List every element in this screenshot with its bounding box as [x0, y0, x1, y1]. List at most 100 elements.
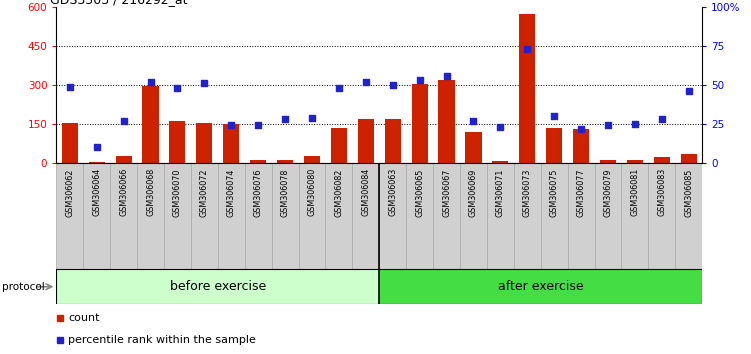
Bar	[116, 156, 131, 163]
Point	[252, 122, 264, 128]
Point	[441, 73, 453, 79]
Text: GSM306081: GSM306081	[630, 168, 639, 216]
Text: GSM306062: GSM306062	[65, 168, 74, 217]
Point	[683, 88, 695, 94]
Point	[602, 122, 614, 128]
Bar	[223, 124, 240, 163]
Bar	[62, 122, 78, 163]
Bar	[89, 161, 105, 163]
Text: GSM306074: GSM306074	[227, 168, 236, 217]
Bar	[277, 160, 293, 163]
Bar	[519, 13, 535, 163]
Bar	[357, 119, 374, 163]
Bar	[379, 269, 702, 304]
Text: GSM306070: GSM306070	[173, 168, 182, 217]
Bar	[218, 163, 245, 269]
Text: GSM306064: GSM306064	[92, 168, 101, 216]
Bar	[330, 128, 347, 163]
Text: GSM306079: GSM306079	[604, 168, 613, 217]
Text: GSM306072: GSM306072	[200, 168, 209, 217]
Text: GSM306077: GSM306077	[577, 168, 586, 217]
Bar	[56, 163, 83, 269]
Text: GSM306076: GSM306076	[254, 168, 263, 217]
Text: GSM306085: GSM306085	[684, 168, 693, 217]
Bar	[648, 163, 675, 269]
Text: GDS3503 / 216292_at: GDS3503 / 216292_at	[50, 0, 187, 6]
Point	[387, 82, 399, 88]
Bar	[460, 163, 487, 269]
Point	[414, 78, 426, 83]
Bar	[299, 163, 325, 269]
Bar	[466, 132, 481, 163]
Point	[467, 118, 479, 124]
Bar	[164, 163, 191, 269]
Bar	[600, 160, 616, 163]
Bar	[680, 154, 697, 163]
Bar	[595, 163, 622, 269]
Point	[629, 121, 641, 127]
Text: GSM306063: GSM306063	[388, 168, 397, 216]
Text: GSM306066: GSM306066	[119, 168, 128, 216]
Bar	[170, 121, 185, 163]
Bar	[627, 160, 643, 163]
Point	[494, 124, 506, 130]
Bar	[196, 122, 213, 163]
Point	[118, 118, 130, 124]
Bar	[568, 163, 595, 269]
Bar	[83, 163, 110, 269]
Bar	[379, 163, 406, 269]
Point	[333, 85, 345, 91]
Bar	[110, 163, 137, 269]
Bar	[412, 84, 428, 163]
Bar	[272, 163, 299, 269]
Text: percentile rank within the sample: percentile rank within the sample	[68, 335, 256, 345]
Text: GSM306083: GSM306083	[657, 168, 666, 216]
Text: protocol: protocol	[2, 282, 44, 292]
Text: GSM306080: GSM306080	[307, 168, 316, 216]
Point	[64, 84, 76, 89]
Bar	[675, 163, 702, 269]
Text: GSM306082: GSM306082	[334, 168, 343, 217]
Bar	[250, 160, 266, 163]
Text: GSM306071: GSM306071	[496, 168, 505, 217]
Point	[306, 115, 318, 120]
Bar	[433, 163, 460, 269]
Bar	[325, 163, 352, 269]
Bar	[546, 128, 562, 163]
Text: GSM306073: GSM306073	[523, 168, 532, 217]
Point	[279, 116, 291, 122]
Bar	[406, 163, 433, 269]
Point	[575, 126, 587, 131]
Point	[521, 46, 533, 52]
Bar	[622, 163, 648, 269]
Bar	[487, 163, 514, 269]
Text: GSM306067: GSM306067	[442, 168, 451, 217]
Text: count: count	[68, 313, 99, 323]
Bar	[653, 157, 670, 163]
Bar	[573, 129, 589, 163]
Point	[198, 81, 210, 86]
Point	[144, 79, 156, 85]
Point	[225, 122, 237, 128]
Bar	[245, 163, 272, 269]
Point	[656, 116, 668, 122]
Bar	[56, 269, 379, 304]
Point	[91, 144, 103, 150]
Bar	[191, 163, 218, 269]
Bar	[352, 163, 379, 269]
Point	[360, 79, 372, 85]
Bar	[493, 161, 508, 163]
Bar	[541, 163, 568, 269]
Bar	[137, 163, 164, 269]
Bar	[143, 86, 158, 163]
Text: after exercise: after exercise	[498, 280, 584, 293]
Text: before exercise: before exercise	[170, 280, 266, 293]
Bar	[439, 80, 454, 163]
Text: GSM306075: GSM306075	[550, 168, 559, 217]
Text: GSM306084: GSM306084	[361, 168, 370, 216]
Text: GSM306078: GSM306078	[281, 168, 290, 217]
Text: GSM306069: GSM306069	[469, 168, 478, 217]
Bar	[304, 156, 320, 163]
Bar	[514, 163, 541, 269]
Bar	[385, 119, 401, 163]
